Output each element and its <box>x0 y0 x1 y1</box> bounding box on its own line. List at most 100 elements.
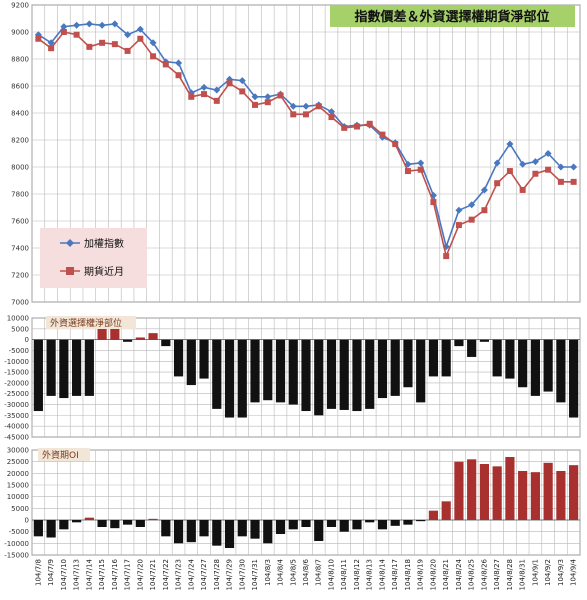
futures-point <box>60 29 67 35</box>
net-position-bar <box>365 339 375 409</box>
oi-bar <box>403 520 413 525</box>
net-position-bar <box>122 339 133 342</box>
x-tick-label: 104/7/13 <box>73 559 81 590</box>
x-tick-label: 104/8/14 <box>378 558 386 590</box>
oi-panel-title-box <box>38 448 90 461</box>
x-tick-label: 104/7/28 <box>213 559 221 590</box>
net-position-bar <box>148 333 158 340</box>
x-tick-label: 104/7/24 <box>187 558 195 590</box>
index-point <box>213 86 221 94</box>
futures-point <box>175 72 182 79</box>
x-tick-label: 104/8/5 <box>289 559 297 586</box>
x-tick-label: 104/8/26 <box>480 558 488 590</box>
x-tick-label: 104/8/13 <box>366 559 374 590</box>
net-position-bar <box>454 339 464 347</box>
futures-point <box>213 97 220 104</box>
x-tick-label: 104/7/14 <box>85 558 93 590</box>
futures-point <box>277 92 284 99</box>
futures-point <box>455 222 462 229</box>
oi-bar <box>556 471 566 520</box>
futures-point <box>570 178 577 185</box>
index-point <box>493 159 501 167</box>
main-title: 指數價差＆外資選擇權期貨淨部位 <box>354 9 549 25</box>
x-tick-label: 104/7/10 <box>60 559 68 590</box>
y-tick-label: -5000 <box>9 528 29 536</box>
x-tick-label: 104/8/10 <box>327 559 335 590</box>
x-tick-label: 104/8/4 <box>277 558 285 586</box>
y-tick-label: -30000 <box>4 401 29 409</box>
y-tick-label: 5000 <box>11 505 29 513</box>
index-point <box>557 163 565 171</box>
net-position-bar <box>326 339 337 409</box>
net-panel-title-box <box>46 316 136 329</box>
futures-point <box>188 93 195 100</box>
x-tick-label: 104/7/29 <box>226 559 234 590</box>
oi-bar <box>339 520 349 532</box>
futures-point <box>481 207 488 214</box>
y-tick-label: 7200 <box>11 272 29 280</box>
net-position-bar <box>161 339 171 347</box>
net-position-bar <box>275 339 286 403</box>
y-tick-label: 7000 <box>11 299 29 307</box>
main-title-box <box>330 5 575 27</box>
net-position-bar <box>377 339 388 399</box>
x-tick-label: 104/8/18 <box>404 559 412 590</box>
x-tick-label: 104/8/7 <box>315 559 323 586</box>
net-position-bar <box>33 339 43 412</box>
net-position-bar <box>403 339 413 388</box>
x-tick-label: 104/8/11 <box>340 559 348 590</box>
x-tick-label: 104/8/27 <box>493 559 501 590</box>
net-position-bar <box>84 339 94 396</box>
futures-point <box>353 123 360 130</box>
x-tick-label: 104/9/3 <box>557 559 565 586</box>
futures-point <box>417 166 424 173</box>
futures-point <box>404 168 411 175</box>
legend-label-futures: 期貨近月 <box>84 265 124 278</box>
net-position-bar <box>110 328 120 340</box>
futures-point <box>328 114 335 121</box>
oi-bar <box>148 518 158 520</box>
x-tick-label: 104/8/21 <box>442 559 450 590</box>
net-position-bar <box>441 339 451 377</box>
x-tick-label: 104/7/30 <box>238 559 246 590</box>
legend-label-index: 加權指數 <box>84 237 124 250</box>
y-tick-label: 7400 <box>11 245 29 253</box>
futures-point <box>201 91 208 98</box>
y-tick-label: 10000 <box>7 493 29 501</box>
futures-point <box>392 141 399 148</box>
futures-point <box>73 31 80 38</box>
oi-bar <box>72 520 82 523</box>
y-tick-label: -10000 <box>4 358 29 366</box>
net-position-bar <box>173 339 184 377</box>
x-tick-label: 104/8/3 <box>264 559 272 586</box>
oi-bar <box>365 520 375 523</box>
oi-bar <box>173 520 184 544</box>
futures-point <box>150 53 157 60</box>
index-point <box>124 31 132 39</box>
x-tick-label: 104/9/1 <box>531 559 539 586</box>
index-point <box>175 59 183 67</box>
oi-bar <box>326 520 337 527</box>
net-position-bar <box>186 339 196 386</box>
oi-bar <box>454 461 464 520</box>
futures-point <box>252 101 259 108</box>
y-tick-label: 8600 <box>11 83 29 91</box>
y-tick-label: -20000 <box>4 379 29 387</box>
net-position-bar <box>46 339 56 396</box>
oi-bar <box>199 520 209 537</box>
x-tick-label: 104/7/20 <box>136 559 144 590</box>
oi-bar <box>46 520 56 538</box>
net-position-bar <box>556 339 566 403</box>
futures-point <box>430 199 437 206</box>
oi-panel-title: 外資期OI <box>42 449 79 461</box>
y-tick-label: -40000 <box>4 423 29 431</box>
index-point <box>264 93 272 101</box>
oi-bar <box>84 517 94 520</box>
x-tick-label: 104/8/28 <box>506 559 514 590</box>
y-tick-label: -25000 <box>4 390 29 398</box>
index-point <box>200 83 208 91</box>
futures-point <box>137 35 144 42</box>
futures-point <box>162 61 169 68</box>
oi-bar <box>352 520 362 530</box>
oi-bar <box>479 464 490 520</box>
